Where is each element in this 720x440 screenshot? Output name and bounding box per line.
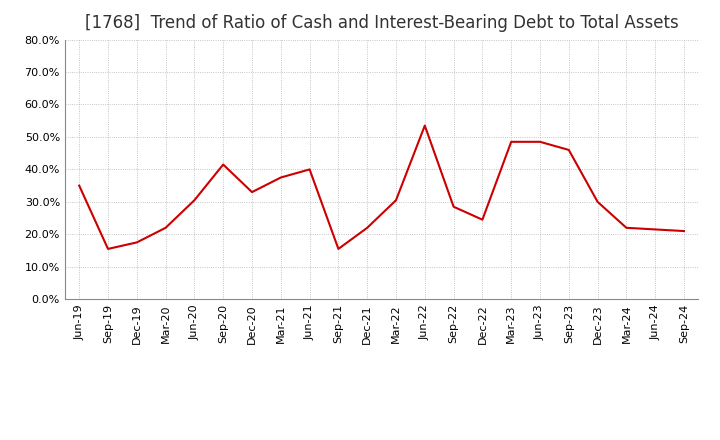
- Cash: [334, 246, 343, 252]
- Cash: [449, 204, 458, 209]
- Cash: [363, 225, 372, 231]
- Cash: [190, 198, 199, 203]
- Cash: [75, 183, 84, 188]
- Cash: [219, 162, 228, 167]
- Cash: [478, 217, 487, 222]
- Cash: [536, 139, 544, 144]
- Line: Cash: Cash: [79, 125, 684, 249]
- Cash: [593, 199, 602, 205]
- Cash: [248, 190, 256, 195]
- Cash: [622, 225, 631, 231]
- Cash: [392, 198, 400, 203]
- Cash: [564, 147, 573, 153]
- Cash: [420, 123, 429, 128]
- Cash: [651, 227, 660, 232]
- Cash: [305, 167, 314, 172]
- Cash: [132, 240, 141, 245]
- Cash: [161, 225, 170, 231]
- Title: [1768]  Trend of Ratio of Cash and Interest-Bearing Debt to Total Assets: [1768] Trend of Ratio of Cash and Intere…: [85, 15, 678, 33]
- Cash: [680, 228, 688, 234]
- Cash: [507, 139, 516, 144]
- Cash: [104, 246, 112, 252]
- Cash: [276, 175, 285, 180]
